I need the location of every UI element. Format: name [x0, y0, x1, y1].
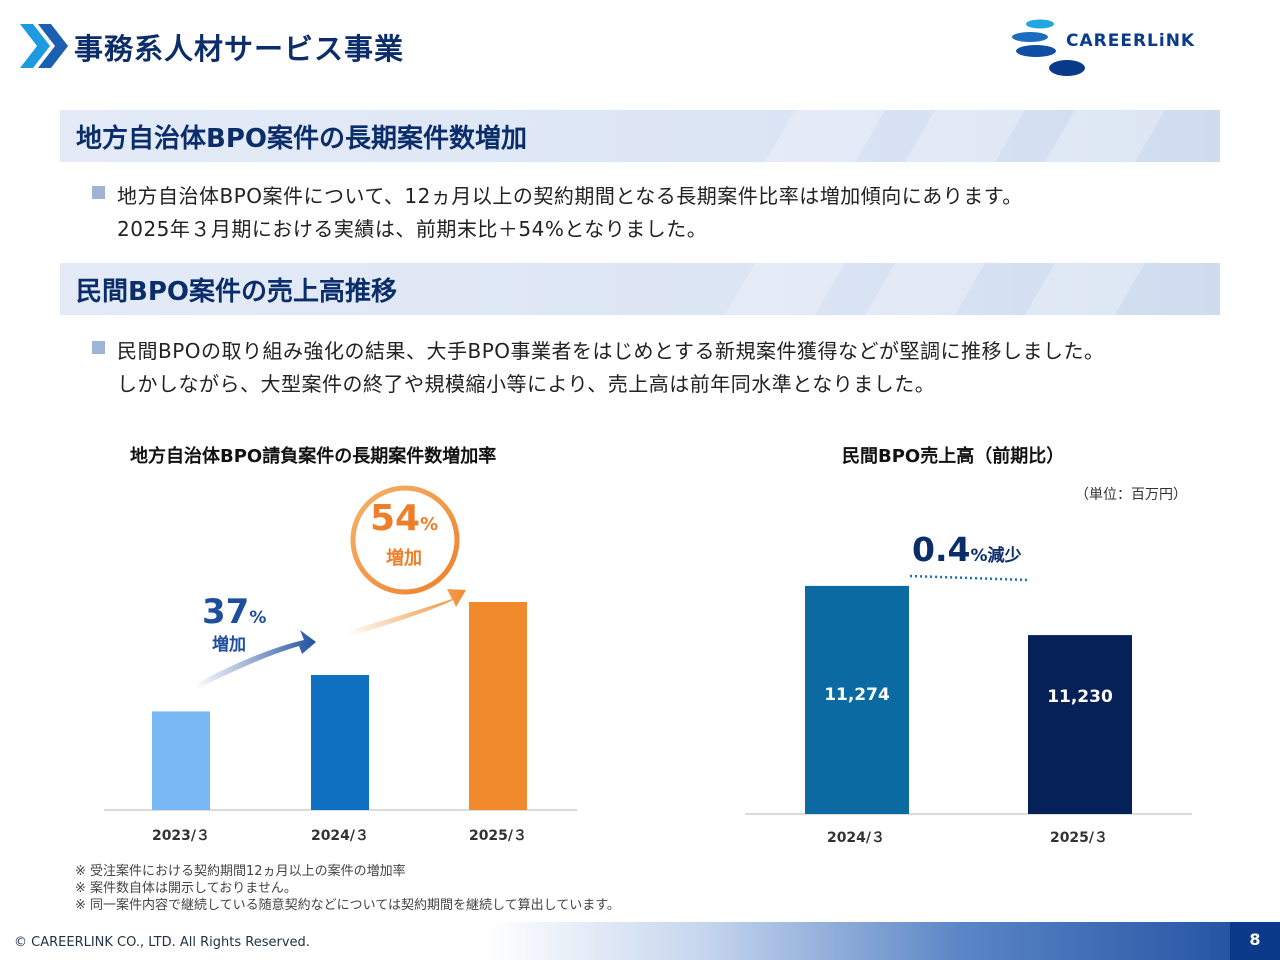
growth-annotation-54: 54% [370, 498, 439, 539]
growth-annotation-label: 増加 [386, 548, 422, 569]
copyright: © CAREERLINK CO., LTD. All Rights Reserv… [14, 935, 310, 950]
page-number-box [1230, 922, 1280, 960]
careerlink-logo: CAREERLiNK [1012, 19, 1195, 76]
growth-arrow-icon [195, 630, 316, 690]
x-tick-label: 2023/３ [151, 828, 211, 844]
bar [1028, 635, 1132, 814]
bar [311, 674, 369, 810]
section-title-municipal-bpo: 地方自治体BPO案件の長期案件数増加 [76, 124, 527, 154]
growth-annotation-37: 37% [202, 592, 267, 632]
x-tick-label: 2024/３ [310, 828, 370, 844]
footnote: ※ 案件数自体は開示しておりません。 [75, 881, 297, 896]
section-header-bar: 民間BPO案件の売上高推移 [60, 263, 1220, 315]
bullet-icon [92, 186, 105, 199]
x-tick-label: 2025/３ [1049, 830, 1109, 846]
bar [152, 711, 210, 810]
page-title: 事務系人材サービス事業 [74, 32, 405, 66]
section-header-bar: 地方自治体BPO案件の長期案件数増加 [60, 110, 1220, 162]
highlight-ring [350, 485, 460, 595]
bar-value-label: 11,274 [824, 685, 890, 705]
page-number: 8 [1249, 930, 1261, 949]
chevron-right-icon [38, 24, 68, 68]
footnote: ※ 受注案件における契約期間12ヵ月以上の案件の増加率 [75, 864, 406, 879]
body-text-line: 民間BPOの取り組み強化の結果、大手BPO事業者をはじめとする新規案件獲得などが… [117, 339, 1105, 363]
x-tick-label: 2025/３ [468, 828, 528, 844]
bar [469, 602, 527, 810]
footer-band [0, 922, 1280, 960]
chart-title-private: 民間BPO売上高（前期比） [842, 446, 1065, 467]
body-text-line: 2025年３月期における実績は、前期末比＋54%となりました。 [117, 217, 708, 241]
change-connector [909, 574, 1029, 582]
chart-title-municipal: 地方自治体BPO請負案件の長期案件数増加率 [130, 446, 497, 467]
section-title-private-bpo: 民間BPO案件の売上高推移 [76, 277, 397, 307]
growth-arrow-icon [347, 589, 466, 637]
bar [805, 585, 909, 814]
chevron-right-icon [20, 24, 50, 68]
unit-note: （単位：百万円） [1075, 487, 1187, 503]
growth-annotation-label: 増加 [212, 635, 246, 655]
footnote: ※ 同一案件内容で継続している随意契約などについては契約期間を継続して算出してい… [75, 898, 620, 913]
bullet-icon [92, 341, 105, 354]
decrease-annotation: 0.4%減少 [912, 530, 1022, 569]
logo-text: CAREERLiNK [1066, 31, 1195, 51]
body-text-line: 地方自治体BPO案件について、12ヵ月以上の契約期間となる長期案件比率は増加傾向… [117, 184, 1023, 208]
x-tick-label: 2024/３ [826, 830, 886, 846]
bar-value-label: 11,230 [1047, 687, 1113, 707]
body-text-line: しかしながら、大型案件の終了や規模縮小等により、売上高は前年同水準となりました。 [117, 372, 936, 396]
